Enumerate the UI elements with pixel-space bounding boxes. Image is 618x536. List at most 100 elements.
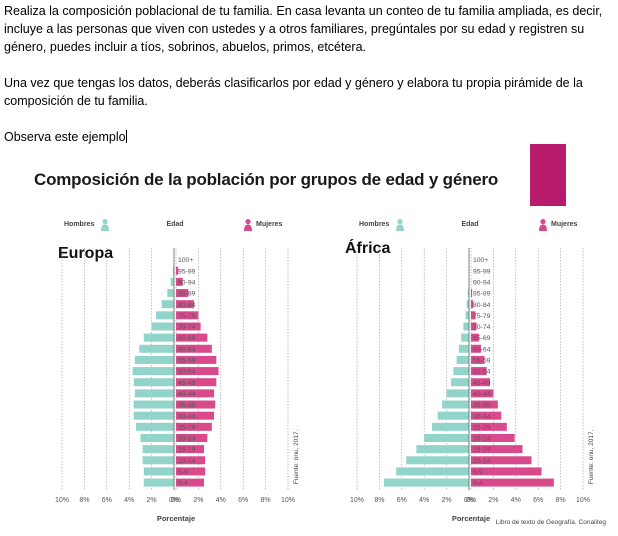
africa-x-tick: 4%: [419, 497, 429, 504]
africa-men-bar: [406, 456, 469, 465]
instructions-paragraph-3: Observa este ejemplo: [4, 128, 614, 146]
africa-women-label: Mujeres: [551, 221, 578, 228]
africa-men-bar: [453, 367, 469, 376]
africa-age-tick: 0-4: [473, 480, 483, 487]
europa-age-tick: 85-89: [178, 291, 196, 298]
europa-men-bar: [133, 411, 174, 420]
africa-age-tick: 35-39: [473, 402, 491, 409]
africa-age-tick: 20-24: [473, 436, 491, 443]
europa-women-bar: [176, 445, 204, 454]
europa-x-tick: 10%: [55, 497, 69, 504]
africa-source-note: Fuente: onu, 2017.: [588, 429, 595, 484]
instructions-paragraph-1: Realiza la composición poblacional de tu…: [4, 4, 603, 54]
europa-age-tick: 60-64: [178, 346, 196, 353]
europa-women-bar: [176, 344, 212, 353]
europa-x-tick: 4%: [216, 497, 226, 504]
africa-age-tick: 75-79: [473, 313, 491, 320]
africa-age-label: Edad: [461, 221, 478, 228]
africa-women-icon: [539, 219, 547, 231]
africa-women-bar: [471, 400, 498, 409]
europa-men-icon: [101, 219, 109, 231]
europa-men-bar: [132, 367, 174, 376]
europa-source-note: Fuente: onu, 2017.: [293, 429, 300, 484]
europa-age-tick: 50-54: [178, 369, 196, 376]
africa-age-tick: 40-44: [473, 391, 491, 398]
africa-men-bar: [458, 344, 469, 353]
europa-men-bar: [151, 322, 174, 331]
africa-men-label: Hombres: [359, 221, 389, 228]
europa-age-tick: 70-74: [178, 324, 196, 331]
africa-age-tick: 45-49: [473, 380, 491, 387]
africa-women-bar: [471, 289, 473, 298]
europa-age-tick: 90-94: [178, 279, 196, 286]
europa-women-bar: [176, 411, 215, 420]
africa-x-tick: 6%: [533, 497, 543, 504]
africa-age-tick: 95-99: [473, 268, 491, 275]
europa-x-axis-label: Porcentaje: [157, 514, 195, 523]
africa-x-tick: 0%: [464, 497, 474, 504]
africa-x-tick: 2%: [488, 497, 498, 504]
africa-age-tick: 55-59: [473, 358, 491, 365]
europa-x-tick: 6%: [102, 497, 112, 504]
europa-women-bar: [176, 289, 189, 298]
africa-men-bar: [446, 389, 469, 398]
europa-men-bar: [139, 344, 174, 353]
europa-women-bar: [176, 433, 208, 442]
europa-women-bar: [176, 311, 199, 320]
europa-men-bar: [143, 467, 174, 476]
europa-women-bar: [176, 467, 206, 476]
europa-men-bar: [170, 277, 174, 286]
population-figure: Composición de la población por grupos d…: [22, 142, 614, 534]
africa-women-bar: [471, 344, 482, 353]
europa-age-tick: 15-19: [178, 447, 196, 454]
africa-women-bar: [471, 467, 542, 476]
europa-age-tick: 30-34: [178, 413, 196, 420]
africa-region-name: África: [345, 238, 390, 257]
europa-age-tick: 20-24: [178, 436, 196, 443]
africa-age-tick: 85-89: [473, 291, 491, 298]
europa-x-tick: 2%: [147, 497, 157, 504]
europa-men-bar: [135, 422, 174, 431]
europa-men-bar: [142, 456, 174, 465]
europa-x-tick: 6%: [238, 497, 248, 504]
africa-x-tick: 10%: [350, 497, 364, 504]
text-cursor: [125, 130, 127, 143]
europa-age-tick: 25-29: [178, 424, 196, 431]
europa-age-tick: 10-14: [178, 458, 196, 465]
africa-age-tick: 70-74: [473, 324, 491, 331]
europa-men-bar: [161, 300, 174, 309]
africa-age-tick: 50-54: [473, 369, 491, 376]
africa-men-bar: [416, 445, 469, 454]
europa-women-bar: [176, 422, 212, 431]
europa-men-bar: [134, 389, 174, 398]
europa-x-tick: 10%: [281, 497, 295, 504]
africa-x-tick: 2%: [442, 497, 452, 504]
africa-men-bar: [432, 422, 469, 431]
europa-age-tick: 65-69: [178, 335, 196, 342]
africa-x-tick: 4%: [511, 497, 521, 504]
instructions-paragraph-2: Una vez que tengas los datos, deberás cl…: [4, 76, 583, 108]
europa-age-tick: 40-44: [178, 391, 196, 398]
africa-women-bar: [471, 456, 532, 465]
population-pyramids: Hombres Edad Mujeres Europa 100+ 95-99 90-94 85…: [55, 219, 595, 523]
europa-x-tick: 8%: [261, 497, 271, 504]
europa-age-tick: 45-49: [178, 380, 196, 387]
africa-men-bar: [466, 300, 469, 309]
africa-x-tick: 10%: [576, 497, 590, 504]
europa-women-bar: [176, 277, 183, 286]
europa-women-bar: [176, 378, 217, 387]
africa-women-bar: [471, 378, 491, 387]
africa-women-bar: [471, 333, 479, 342]
europa-x-tick: 4%: [124, 497, 134, 504]
europa-women-bar: [176, 456, 206, 465]
europa-women-bar: [176, 333, 208, 342]
africa-men-bar: [461, 333, 469, 342]
africa-age-tick: 100+: [473, 257, 488, 264]
europa-men-bar: [133, 400, 174, 409]
europa-men-bar: [143, 333, 174, 342]
europa-men-bar: [140, 433, 174, 442]
africa-men-bar: [456, 355, 469, 364]
africa-x-axis-label: Porcentaje: [452, 514, 490, 523]
europa-men-bar: [143, 478, 174, 487]
africa-men-bar: [424, 433, 469, 442]
